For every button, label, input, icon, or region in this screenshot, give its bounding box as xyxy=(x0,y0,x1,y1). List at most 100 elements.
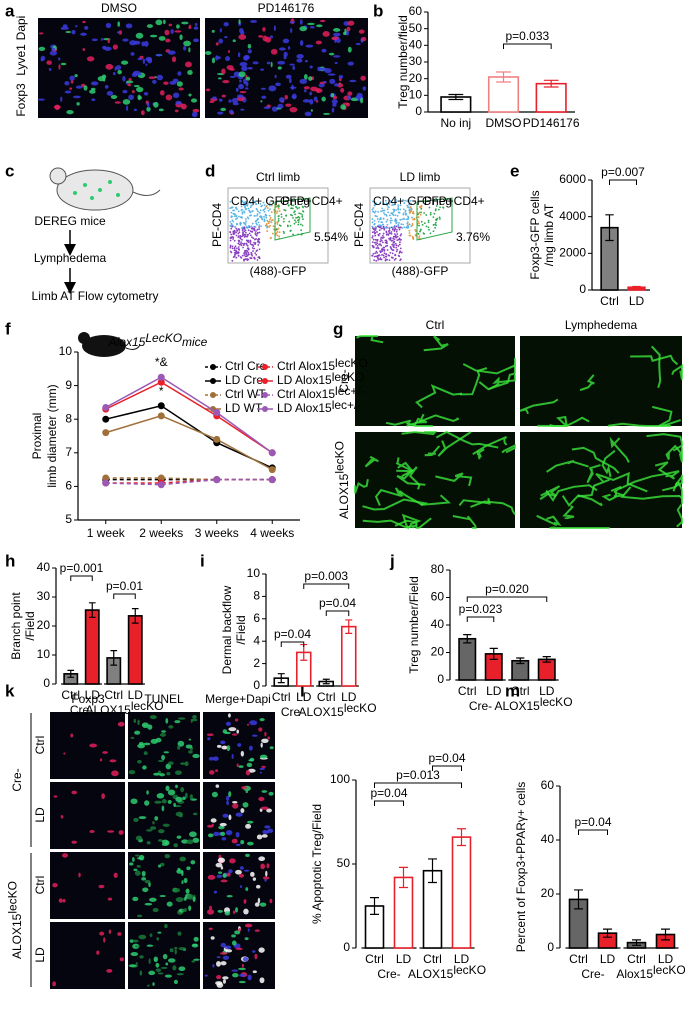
flow-events xyxy=(241,226,244,229)
micrograph-feature xyxy=(232,973,239,978)
micrograph-feature xyxy=(212,756,219,761)
error-bar xyxy=(277,673,285,684)
micrograph-feature xyxy=(38,46,46,52)
significance-bracket xyxy=(503,43,552,49)
flow-events xyxy=(382,225,385,228)
lymphatic-vessel xyxy=(399,490,451,506)
flow-events xyxy=(254,215,256,217)
flow-events xyxy=(249,211,252,214)
micrograph-feature xyxy=(209,770,215,775)
flow-events xyxy=(409,200,412,202)
point xyxy=(268,476,276,484)
flow-events xyxy=(258,248,261,251)
micrograph-feature xyxy=(117,721,125,727)
flow-events xyxy=(231,245,234,248)
legend-label: LD Alox15 xyxy=(277,401,332,415)
micrograph-feature xyxy=(128,964,137,968)
legend-marker xyxy=(262,378,268,384)
flow-events xyxy=(265,216,268,219)
lymphatic-vessel xyxy=(601,449,616,478)
flow-events xyxy=(409,206,412,208)
micrograph-feature xyxy=(115,65,122,70)
flow-events xyxy=(389,226,391,229)
lymphatic-vessel xyxy=(356,335,384,344)
flow-events xyxy=(385,226,387,229)
panel-label: k xyxy=(5,681,15,700)
micrograph-feature xyxy=(223,22,229,27)
y-axis-label: Branch point xyxy=(9,592,23,660)
flow-events xyxy=(376,245,379,247)
point xyxy=(213,435,221,443)
flow-events xyxy=(385,202,388,205)
flow-events xyxy=(385,231,388,234)
flow-events xyxy=(398,243,401,246)
p-value: p=0.020 xyxy=(485,582,529,596)
flow-events xyxy=(391,243,394,246)
p-value: p=0.033 xyxy=(505,29,549,43)
flow-events xyxy=(373,255,376,258)
flow-events xyxy=(390,232,393,235)
row-label: LD xyxy=(33,807,47,823)
legend-label: Ctrl Alox15 xyxy=(277,359,335,373)
x-tick-label: Ctrl xyxy=(272,690,291,704)
micrograph-feature xyxy=(185,744,193,749)
flow-events xyxy=(244,251,246,254)
significance-bracket xyxy=(432,765,462,771)
flow-events xyxy=(390,231,393,233)
error-bar xyxy=(661,928,670,941)
micrograph-feature xyxy=(133,868,138,872)
flow-events xyxy=(246,254,249,257)
micrograph-feature xyxy=(245,76,251,81)
flow-events xyxy=(420,220,423,223)
micrograph-feature xyxy=(212,964,215,968)
column-label: Foxp3 xyxy=(71,692,105,706)
micrograph-feature xyxy=(234,718,239,722)
column-label: Lymphedema xyxy=(565,318,638,332)
micrograph-feature xyxy=(165,840,170,846)
flow-events xyxy=(266,207,269,209)
micrograph-feature xyxy=(180,787,185,793)
micrograph-feature xyxy=(360,75,366,81)
micrograph-feature xyxy=(114,66,117,71)
flow-events xyxy=(249,206,252,208)
p-value: p=0.001 xyxy=(60,561,104,575)
lymphatic-vessel xyxy=(662,474,683,492)
flow-events xyxy=(244,224,247,226)
micrograph-feature xyxy=(111,770,119,777)
flow-events xyxy=(371,241,374,244)
flow-events xyxy=(236,217,239,220)
micrograph-feature xyxy=(133,108,137,112)
flow-events xyxy=(386,218,389,221)
lymphatic-vessel xyxy=(561,494,603,507)
flow-events xyxy=(393,233,396,235)
flow-events xyxy=(411,212,414,215)
y-tick-label: 0 xyxy=(43,676,50,690)
lymphatic-vessel xyxy=(609,436,630,463)
micrograph-feature xyxy=(134,870,141,876)
micrograph-feature xyxy=(162,953,168,960)
micrograph-feature xyxy=(244,923,253,928)
flow-events xyxy=(394,235,396,238)
label: Cre- xyxy=(337,369,351,392)
micrograph-feature xyxy=(330,92,335,98)
micrograph-feature xyxy=(107,38,111,44)
series-line xyxy=(105,478,273,486)
flow-events xyxy=(248,224,250,227)
significance-bracket xyxy=(325,610,350,616)
flow-events xyxy=(377,234,380,237)
micrograph-feature xyxy=(184,61,192,68)
flow-events xyxy=(434,209,437,212)
flow-events xyxy=(237,232,240,235)
flow-events xyxy=(250,225,253,228)
y-tick-label: 10 xyxy=(37,647,51,661)
flow-events xyxy=(262,209,265,212)
p-value: p=0.01 xyxy=(106,579,143,593)
flow-events xyxy=(231,247,234,250)
micrograph-feature xyxy=(60,815,64,819)
micrograph-feature xyxy=(269,35,274,39)
flow-events xyxy=(249,202,252,205)
x-tick-label: LD xyxy=(658,952,674,966)
